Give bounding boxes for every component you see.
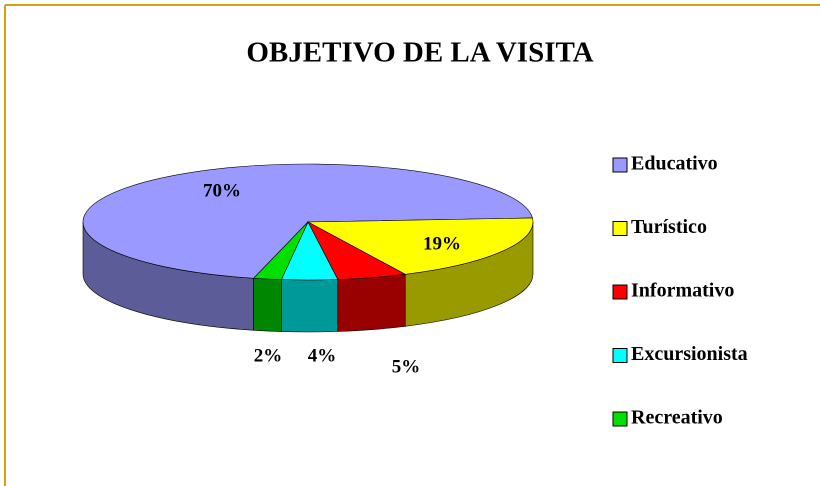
pie-slice [82, 163, 533, 279]
pie-slice-side [337, 273, 406, 332]
legend-swatch [612, 411, 628, 427]
data-label: 5% [392, 356, 421, 377]
legend-swatch [612, 284, 628, 300]
legend-swatch [612, 157, 628, 173]
chart-title: OBJETIVO DE LA VISITA [246, 37, 593, 69]
pie-slice-side [281, 279, 339, 333]
legend-label: Informativo [631, 280, 734, 302]
data-label: 2% [254, 345, 283, 366]
legend-label: Recreativo [631, 407, 723, 429]
pie-slice-side [253, 277, 282, 332]
data-label: 19% [423, 233, 461, 254]
legend-swatch [612, 221, 628, 236]
data-label: 4% [308, 345, 337, 366]
data-label: 70% [203, 180, 241, 201]
legend-label: Educativo [631, 153, 718, 175]
legend-swatch [612, 348, 628, 363]
pie-slice [252, 221, 309, 280]
pie-slice [306, 217, 534, 275]
legend-label: Excursionista [631, 343, 748, 365]
legend-label: Turístico [631, 216, 707, 238]
